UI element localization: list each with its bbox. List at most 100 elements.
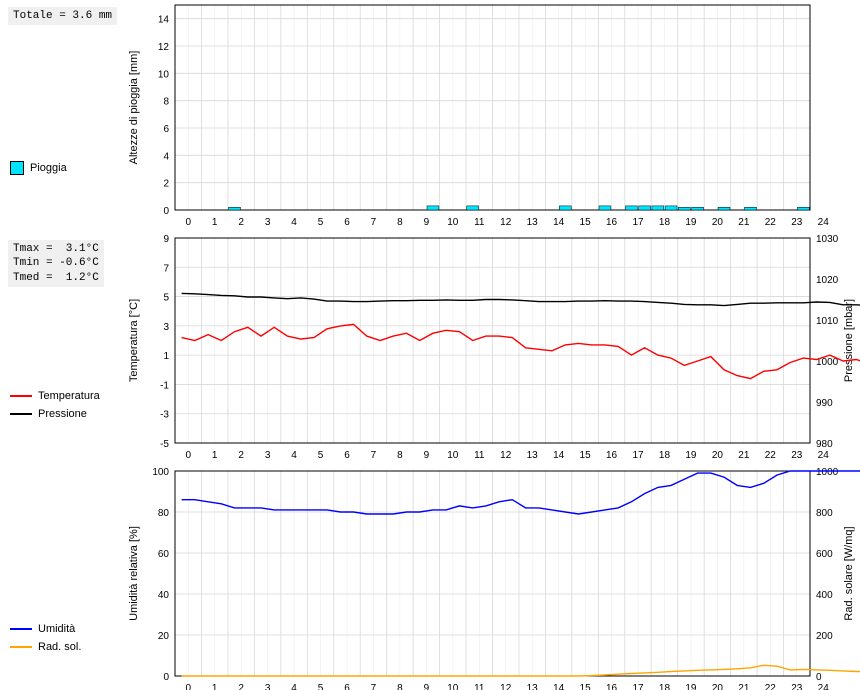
x-tick-label: 19 [685, 217, 697, 228]
legend-label: Umidità [38, 623, 75, 635]
rain-bar [745, 207, 757, 210]
x-tick-label: 22 [765, 217, 777, 228]
pressione-line [182, 293, 860, 306]
y-tick-label: -5 [160, 439, 169, 450]
rain-bar [625, 206, 637, 210]
x-tick-label: 24 [818, 683, 830, 690]
y2-tick-label: 990 [816, 398, 833, 409]
y2-axis-label: Pressione [mbar] [843, 299, 855, 382]
x-tick-label: 6 [344, 683, 350, 690]
x-tick-label: 23 [791, 217, 803, 228]
panel2-chart: 0123456789101112131415161718192021222324… [0, 0, 860, 690]
rain-bar [665, 206, 677, 210]
y-tick-label: 3 [163, 322, 169, 333]
x-tick-label: 17 [632, 217, 644, 228]
y-tick-label: 60 [158, 549, 170, 560]
panel3-chart: 0123456789101112131415161718192021222324… [0, 0, 860, 690]
x-tick-label: 9 [424, 450, 430, 461]
x-tick-label: 22 [765, 450, 777, 461]
legend-item: Pressione [10, 406, 100, 422]
radsol-line [182, 665, 860, 676]
x-tick-label: 2 [238, 683, 244, 690]
rain-bar [559, 206, 571, 210]
panel1-info-text: Totale = 3.6 mm [13, 10, 112, 22]
x-tick-label: 3 [265, 450, 271, 461]
x-tick-label: 9 [424, 683, 430, 690]
y-axis-label: Temperatura [°C] [128, 299, 140, 382]
x-tick-label: 18 [659, 450, 671, 461]
x-tick-label: 17 [632, 683, 644, 690]
temperatura-line [182, 324, 860, 378]
x-tick-label: 4 [291, 217, 297, 228]
rain-bar [678, 207, 690, 210]
y2-axis-label: Rad. solare [W/mq] [843, 526, 855, 620]
rain-bar [797, 207, 809, 210]
y-tick-label: 0 [163, 672, 169, 683]
x-tick-label: 4 [291, 683, 297, 690]
legend-item: Temperatura [10, 388, 100, 404]
legend-item: Umidità [10, 621, 81, 637]
x-tick-label: 18 [659, 217, 671, 228]
y-tick-label: 100 [152, 467, 169, 478]
y-tick-label: 80 [158, 508, 170, 519]
panel2-info-text: Tmax = 3.1°C Tmin = -0.6°C Tmed = 1.2°C [13, 243, 99, 284]
rain-bar [692, 207, 704, 210]
x-tick-label: 5 [318, 217, 324, 228]
y2-tick-label: 980 [816, 439, 833, 450]
x-tick-label: 21 [738, 217, 750, 228]
x-tick-label: 6 [344, 450, 350, 461]
x-tick-label: 14 [553, 683, 565, 690]
x-tick-label: 5 [318, 683, 324, 690]
x-tick-label: 16 [606, 683, 618, 690]
y-tick-label: 8 [163, 97, 169, 108]
panel1-legend: Pioggia [10, 160, 67, 176]
x-tick-label: 0 [185, 683, 191, 690]
legend-line-swatch [10, 646, 32, 648]
y2-tick-label: 0 [816, 672, 822, 683]
x-tick-label: 13 [527, 450, 539, 461]
x-tick-label: 1 [212, 217, 218, 228]
x-tick-label: 15 [580, 683, 592, 690]
y-tick-label: 20 [158, 631, 170, 642]
y2-tick-label: 1030 [816, 234, 839, 245]
y-tick-label: 14 [158, 15, 170, 26]
x-tick-label: 17 [632, 450, 644, 461]
y-tick-label: 5 [163, 293, 169, 304]
x-tick-label: 24 [818, 450, 830, 461]
x-tick-label: 16 [606, 450, 618, 461]
y-tick-label: 7 [163, 263, 169, 274]
y-tick-label: 40 [158, 590, 170, 601]
y-tick-label: 0 [163, 206, 169, 217]
x-tick-label: 13 [527, 683, 539, 690]
umidita-line [182, 471, 860, 514]
rain-bar [639, 206, 651, 210]
x-tick-label: 20 [712, 217, 724, 228]
y-tick-label: 9 [163, 234, 169, 245]
x-tick-label: 20 [712, 450, 724, 461]
x-tick-label: 10 [447, 683, 459, 690]
y-tick-label: 12 [158, 42, 170, 53]
x-tick-label: 16 [606, 217, 618, 228]
y-axis-label: Umidità relativa [%] [128, 526, 140, 621]
y-tick-label: -1 [160, 380, 169, 391]
legend-item: Pioggia [10, 160, 67, 176]
y2-tick-label: 1020 [816, 275, 839, 286]
x-tick-label: 7 [371, 217, 377, 228]
y-tick-label: 4 [163, 151, 169, 162]
x-tick-label: 6 [344, 217, 350, 228]
x-tick-label: 2 [238, 450, 244, 461]
y-tick-label: 1 [163, 351, 169, 362]
x-tick-label: 9 [424, 217, 430, 228]
panel1-chart: 0123456789101112131415161718192021222324… [0, 0, 860, 690]
x-tick-label: 15 [580, 217, 592, 228]
y-tick-label: 2 [163, 179, 169, 190]
y2-tick-label: 600 [816, 549, 833, 560]
x-tick-label: 14 [553, 450, 565, 461]
legend-label: Pioggia [30, 162, 67, 174]
legend-line-swatch [10, 413, 32, 415]
x-tick-label: 2 [238, 217, 244, 228]
x-tick-label: 24 [818, 217, 830, 228]
legend-label: Temperatura [38, 390, 100, 402]
x-tick-label: 11 [474, 217, 485, 228]
rain-bar [599, 206, 611, 210]
